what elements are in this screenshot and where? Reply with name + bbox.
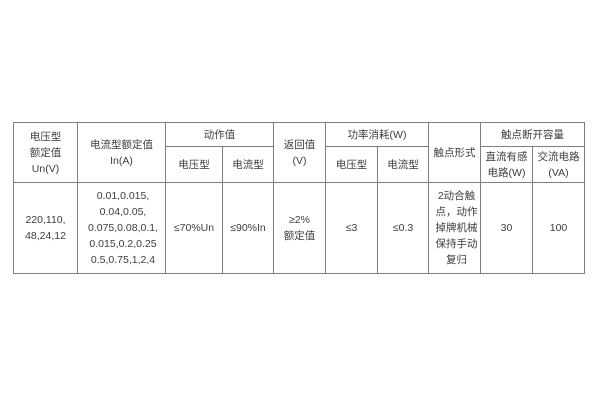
header-return-value: 返回值 (V)	[273, 122, 326, 183]
header-ac-circuit: 交流电路 (VA)	[532, 146, 585, 183]
cell-dc-inductive: 30	[480, 182, 533, 274]
spec-table: 电压型 额定值 Un(V) 电流型额定值 In(A) 动作值 返回值 (V) 功…	[13, 122, 585, 274]
header-contact-breaking-capacity: 触点断开容量	[480, 122, 585, 147]
cell-power-current: ≤0.3	[377, 182, 429, 274]
cell-voltage-rated: 220,110, 48,24,12	[13, 182, 78, 274]
cell-return-value: ≥2% 额定值	[273, 182, 326, 274]
header-voltage-rated: 电压型 额定值 Un(V)	[13, 122, 78, 183]
header-power-consumption: 功率消耗(W)	[325, 122, 429, 147]
header-dc-inductive-circuit: 直流有感 电路(W)	[480, 146, 533, 183]
cell-ac-circuit: 100	[532, 182, 585, 274]
header-contact-form: 触点形式	[428, 122, 481, 183]
header-power-current-type: 电流型	[377, 146, 429, 183]
header-action-voltage-type: 电压型	[165, 146, 223, 183]
cell-action-current: ≤90%In	[222, 182, 274, 274]
cell-power-voltage: ≤3	[325, 182, 378, 274]
cell-current-rated: 0.01,0.015, 0.04,0.05, 0.075,0.08,0.1, 0…	[77, 182, 166, 274]
header-power-voltage-type: 电压型	[325, 146, 378, 183]
cell-contact-form: 2动合触 点，动作 掉牌机械 保持手动 复归	[428, 182, 481, 274]
cell-action-voltage: ≤70%Un	[165, 182, 223, 274]
header-action-value: 动作值	[165, 122, 274, 147]
table-row: 220,110, 48,24,12 0.01,0.015, 0.04,0.05,…	[13, 182, 585, 274]
header-current-rated: 电流型额定值 In(A)	[77, 122, 166, 183]
header-action-current-type: 电流型	[222, 146, 274, 183]
